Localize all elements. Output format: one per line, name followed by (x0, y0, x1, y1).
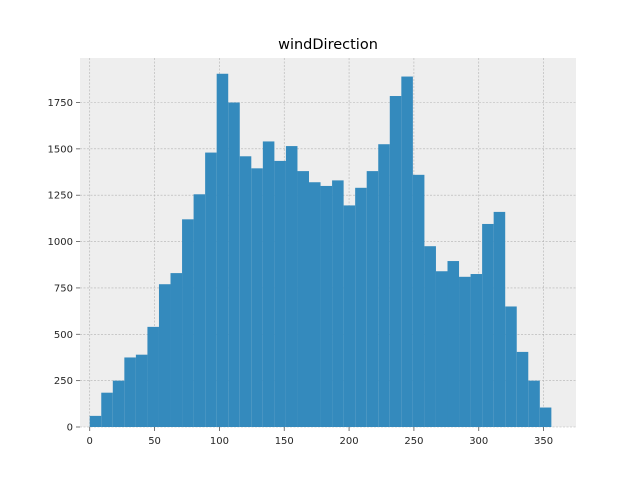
y-axis-ticks: 0 250 500 750 1000 1250 1500 1750 (48, 98, 80, 434)
histogram-bar (228, 102, 240, 428)
histogram-bar (124, 357, 136, 427)
x-axis-ticks: 0 50 100 150 200 250 300 350 (87, 427, 553, 447)
histogram-bar (101, 392, 113, 427)
histogram-bar (89, 415, 102, 427)
histogram-bar (528, 380, 540, 427)
histogram-bar (470, 274, 483, 427)
x-tick-label: 300 (469, 436, 488, 447)
histogram-bar (516, 351, 529, 427)
chart-title: windDirection (278, 37, 378, 53)
histogram-bar (320, 185, 333, 427)
histogram-bar (447, 261, 460, 427)
histogram-bar (366, 171, 379, 427)
histogram-bar (343, 205, 356, 427)
histogram-bar (251, 168, 263, 427)
x-tick-label: 250 (404, 436, 423, 447)
histogram-bar (412, 174, 425, 427)
y-tick-label: 1250 (48, 191, 73, 202)
histogram-bar (285, 146, 298, 428)
x-tick-label: 350 (534, 436, 553, 447)
histogram-bar (493, 211, 506, 427)
histogram-bar (205, 152, 217, 427)
histogram-bar (297, 171, 310, 427)
y-tick-label: 750 (54, 283, 73, 294)
y-tick-label: 1750 (48, 98, 73, 109)
histogram-bar (135, 354, 148, 427)
histogram-bar (147, 326, 159, 427)
histogram-bar (401, 76, 413, 427)
histogram-bar (216, 73, 229, 428)
histogram-bar (378, 144, 390, 427)
y-tick-label: 250 (54, 376, 73, 387)
x-tick-label: 150 (275, 436, 294, 447)
histogram-bar (505, 306, 517, 427)
histogram-bar (182, 219, 194, 427)
x-tick-label: 0 (87, 436, 93, 447)
y-tick-label: 1500 (48, 144, 73, 155)
histogram-bar (170, 273, 183, 427)
x-tick-label: 50 (148, 436, 161, 447)
histogram-bar (435, 271, 448, 427)
histogram-bar (239, 156, 252, 428)
histogram-bar (482, 223, 494, 427)
histogram-bar (355, 187, 367, 427)
y-tick-label: 1000 (48, 237, 73, 248)
histogram-bar (309, 182, 321, 427)
x-tick-label: 100 (210, 436, 229, 447)
y-tick-label: 500 (54, 330, 73, 341)
histogram-bars (89, 73, 552, 428)
histogram-bar (459, 276, 471, 427)
histogram-bar (158, 284, 171, 427)
y-tick-label: 0 (67, 423, 73, 434)
histogram-bar (389, 96, 402, 427)
histogram-bar (424, 246, 436, 427)
histogram-bar (193, 194, 206, 427)
histogram-bar (262, 141, 275, 428)
histogram-bar (332, 180, 344, 427)
x-tick-label: 200 (340, 436, 359, 447)
histogram-bar (112, 380, 125, 427)
histogram-bar (539, 407, 552, 427)
histogram-bar (274, 160, 286, 428)
